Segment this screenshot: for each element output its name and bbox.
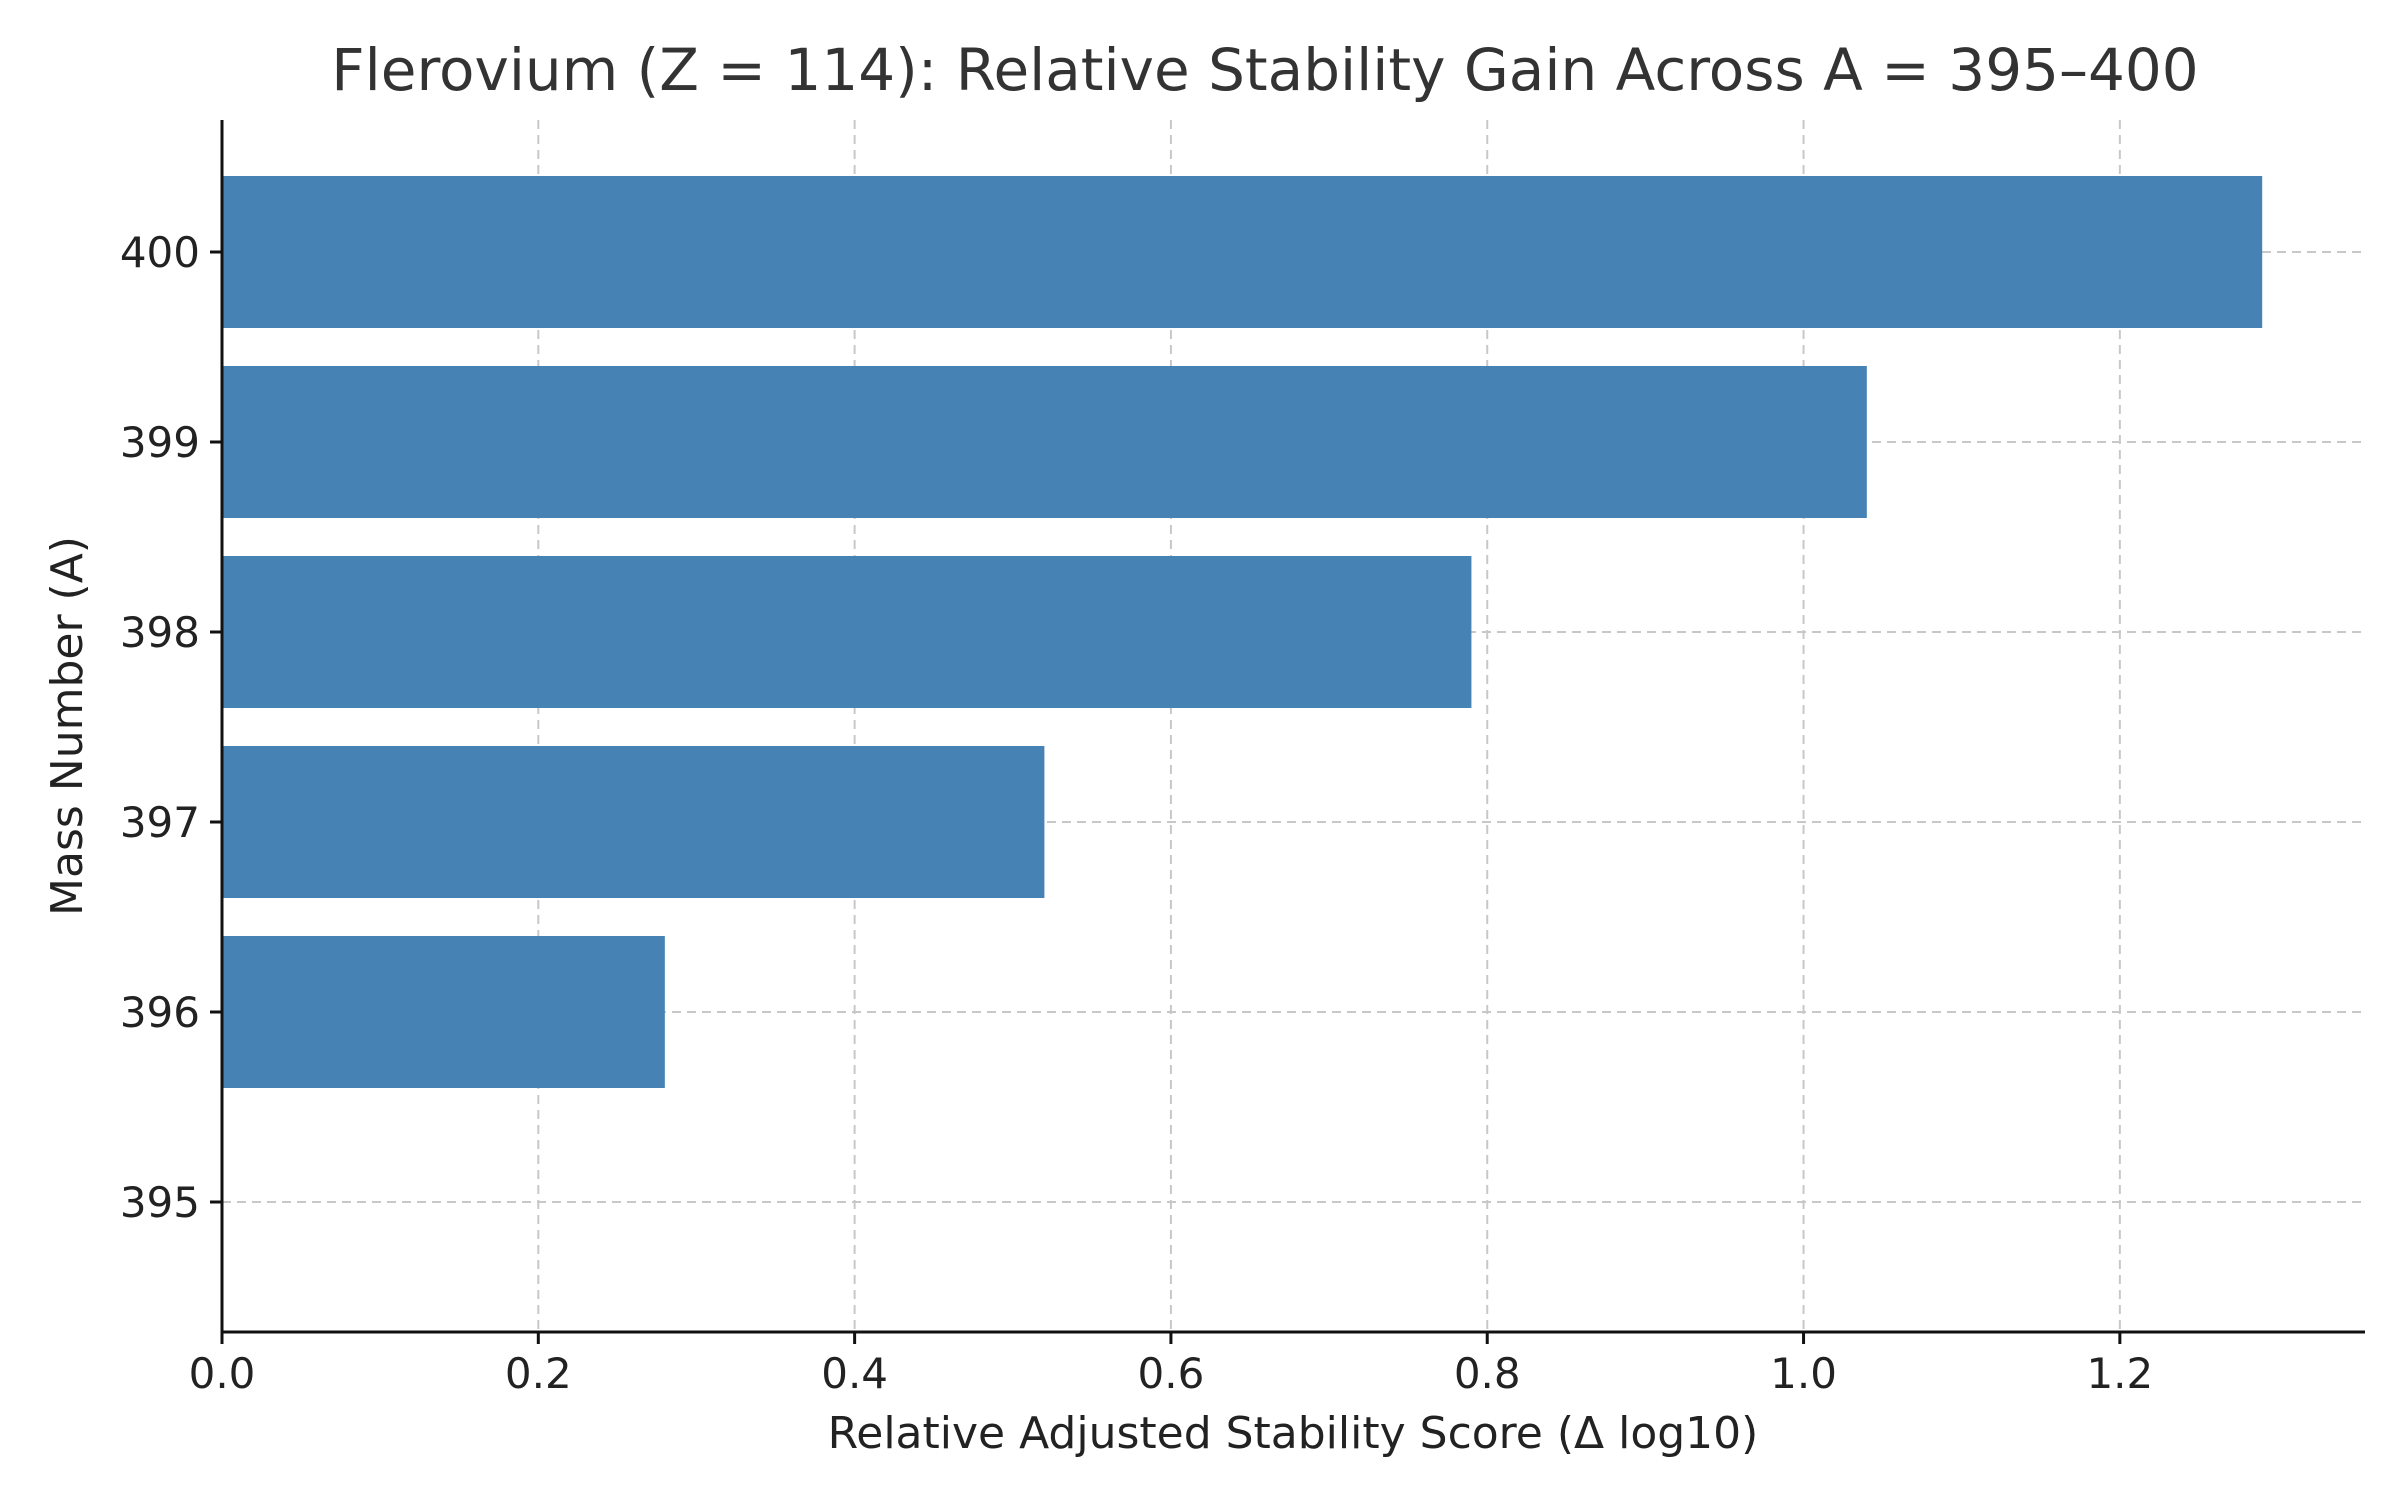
y-tick-label: 399 bbox=[120, 418, 200, 467]
x-tick-label: 1.0 bbox=[1770, 1349, 1837, 1398]
x-tick-label: 0.2 bbox=[505, 1349, 572, 1398]
y-tick-label: 397 bbox=[120, 798, 200, 847]
y-tick-label: 396 bbox=[120, 988, 200, 1037]
y-tick-label: 398 bbox=[120, 608, 200, 657]
x-tick-label: 1.2 bbox=[2086, 1349, 2153, 1398]
bar-398 bbox=[222, 556, 1472, 708]
x-axis-label: Relative Adjusted Stability Score (Δ log… bbox=[828, 1408, 1759, 1459]
bar-396 bbox=[222, 936, 665, 1088]
bars bbox=[222, 176, 2263, 1088]
chart-title: Flerovium (Z = 114): Relative Stability … bbox=[331, 36, 2198, 104]
axes bbox=[220, 120, 2365, 1334]
x-ticks: 0.0 0.2 0.4 0.6 0.8 1.0 1.2 bbox=[189, 1332, 2153, 1398]
x-tick-label: 0.8 bbox=[1454, 1349, 1521, 1398]
y-tick-label: 400 bbox=[120, 228, 200, 277]
y-axis-label: Mass Number (A) bbox=[42, 536, 93, 916]
bar-399 bbox=[222, 366, 1867, 518]
bar-400 bbox=[222, 176, 2263, 328]
bar-397 bbox=[222, 746, 1045, 898]
x-tick-label: 0.0 bbox=[189, 1349, 256, 1398]
x-tick-label: 0.4 bbox=[821, 1349, 888, 1398]
y-ticks: 395 396 397 398 399 400 bbox=[120, 228, 222, 1227]
y-tick-label: 395 bbox=[120, 1178, 200, 1227]
x-tick-label: 0.6 bbox=[1138, 1349, 1205, 1398]
